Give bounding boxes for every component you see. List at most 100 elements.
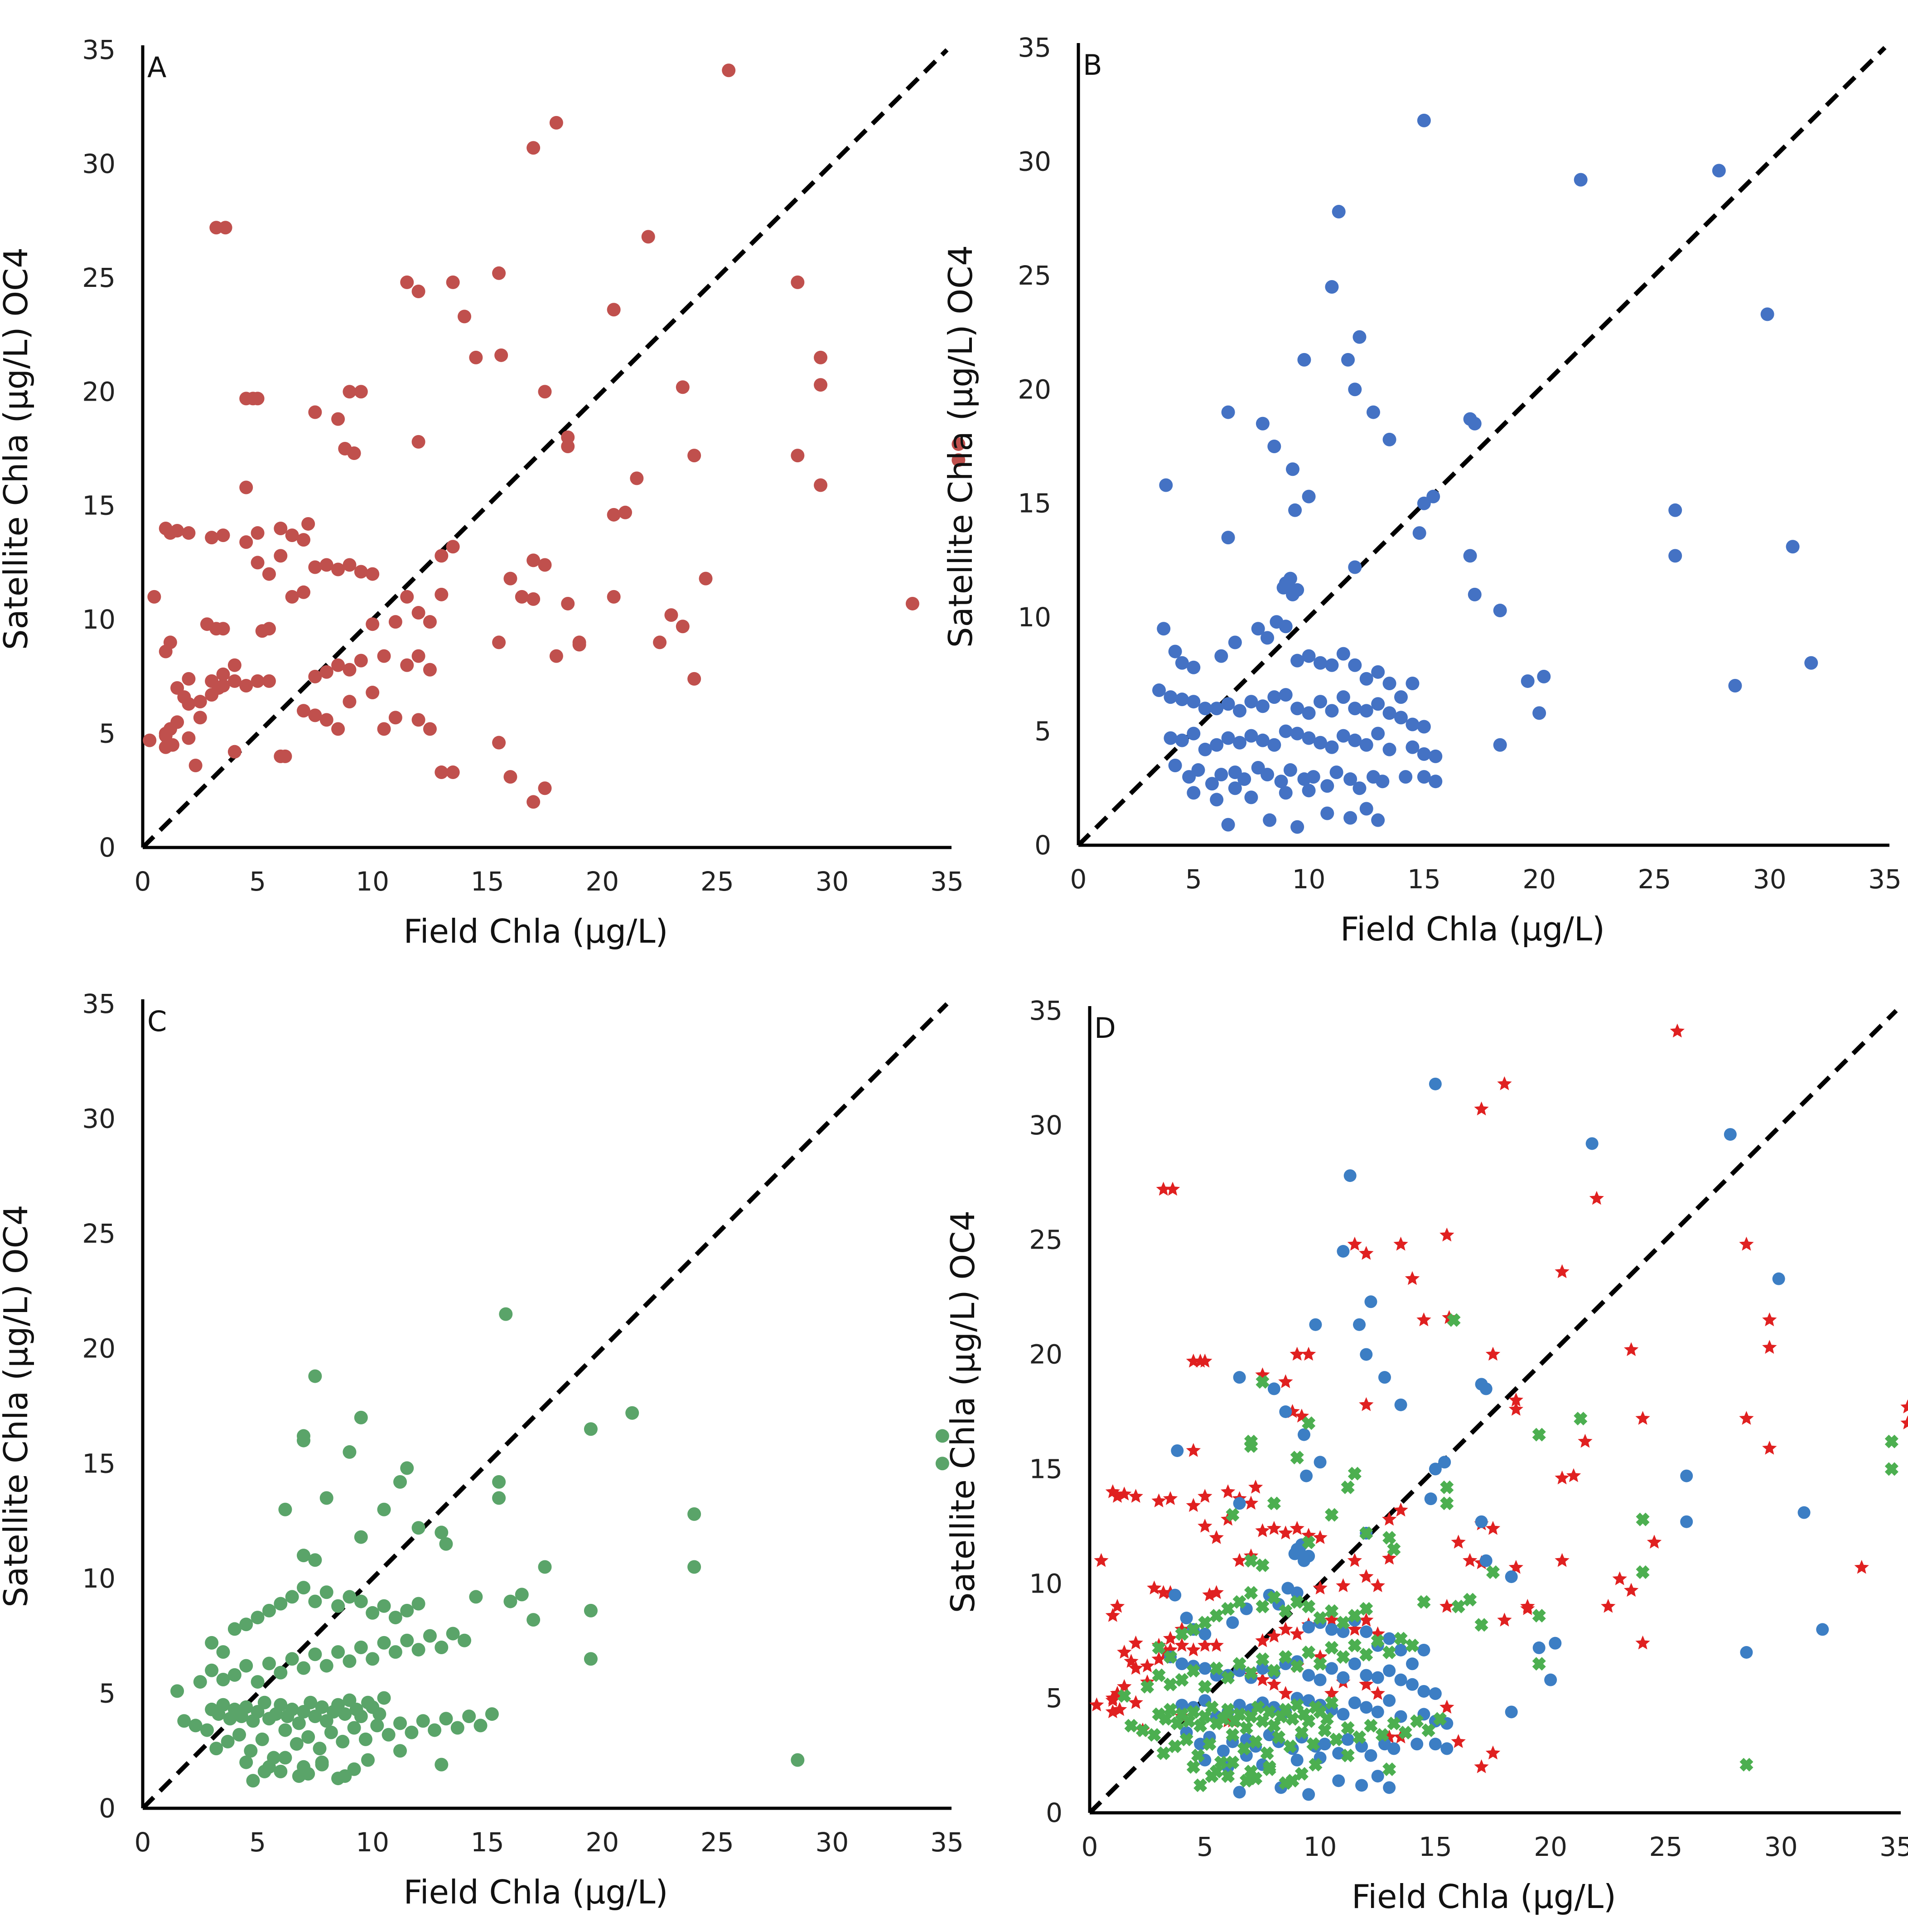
data-point [1117, 1487, 1132, 1501]
data-point [1313, 1530, 1328, 1544]
data-point [1210, 738, 1224, 752]
data-point [1364, 1749, 1377, 1762]
y-tick-label: 0 [99, 1793, 116, 1824]
data-point [1266, 1520, 1281, 1535]
data-point [1359, 704, 1373, 718]
data-point [462, 1709, 476, 1724]
data-point [814, 478, 828, 492]
data-point [182, 526, 196, 540]
data-point [1739, 1411, 1754, 1425]
y-tick-label: 35 [1018, 32, 1051, 63]
data-point [1359, 1397, 1374, 1411]
x-tick-label: 5 [249, 1827, 266, 1858]
x-tick-label: 0 [135, 1827, 151, 1858]
data-point [1532, 1657, 1546, 1671]
data-point [1226, 1755, 1240, 1769]
data-point [1337, 1708, 1350, 1721]
data-point [1393, 1236, 1408, 1251]
data-point [1209, 1530, 1224, 1544]
data-point [347, 1721, 361, 1735]
data-point [1508, 1401, 1523, 1416]
data-point [370, 1719, 384, 1733]
data-point [1221, 1769, 1235, 1783]
data-point [1359, 1676, 1374, 1691]
data-point [205, 1663, 219, 1677]
data-point [1272, 1730, 1286, 1744]
data-point [1325, 658, 1339, 672]
data-point [1285, 462, 1299, 476]
data-point [1198, 1518, 1212, 1533]
data-point [411, 606, 425, 620]
data-point [1239, 1774, 1253, 1788]
data-point [1285, 1774, 1299, 1788]
data-point [1740, 1646, 1753, 1659]
data-point [274, 1764, 288, 1778]
data-point [301, 1730, 315, 1744]
data-point [1256, 699, 1270, 713]
data-point [1306, 1737, 1320, 1751]
data-point [1532, 1641, 1546, 1654]
data-point [331, 658, 345, 672]
data-point [1359, 1602, 1373, 1616]
data-point [297, 1549, 310, 1563]
data-point [308, 1553, 322, 1567]
data-point [1601, 1598, 1616, 1613]
y-tick-label: 20 [82, 376, 116, 407]
data-point [1221, 818, 1235, 832]
data-point [304, 1695, 318, 1709]
data-point [1288, 503, 1302, 517]
data-point [1376, 775, 1390, 789]
data-point [343, 695, 357, 709]
one-to-one-line [141, 1002, 949, 1810]
data-point [227, 745, 242, 759]
data-point [227, 658, 242, 672]
data-point [1290, 726, 1304, 741]
data-point [1240, 1733, 1253, 1746]
x-tick-label: 20 [585, 1827, 619, 1858]
data-point [274, 549, 288, 563]
data-point [1364, 1719, 1378, 1733]
data-point [1186, 1664, 1200, 1678]
y-tick-label: 5 [1034, 716, 1051, 747]
data-point [1325, 1623, 1338, 1636]
data-point [1314, 695, 1327, 709]
data-point [435, 587, 449, 601]
y-tick-label: 25 [82, 1218, 116, 1249]
data-point [1485, 1520, 1501, 1535]
data-point [1485, 1745, 1501, 1760]
data-point [1221, 731, 1235, 745]
y-tick-label: 20 [1029, 1339, 1063, 1370]
data-point [1135, 1723, 1150, 1737]
data-point [1233, 1497, 1246, 1510]
data-point [1198, 702, 1212, 716]
y-tick-label: 20 [1018, 374, 1051, 405]
data-point [1244, 1439, 1258, 1453]
data-point [1375, 1728, 1389, 1742]
data-point [1262, 1760, 1276, 1774]
data-point [538, 781, 552, 795]
data-point [1359, 802, 1373, 816]
data-point [1279, 786, 1293, 800]
data-point [1343, 772, 1357, 786]
data-point [1187, 695, 1201, 709]
data-point [1256, 1652, 1270, 1666]
data-point [1256, 1375, 1270, 1389]
x-tick-label: 25 [700, 866, 734, 897]
data-point [1251, 622, 1265, 636]
data-point [1214, 649, 1228, 663]
data-point [1302, 1714, 1316, 1728]
data-point [1324, 1604, 1339, 1618]
data-point [1164, 731, 1178, 745]
data-point [1635, 1411, 1650, 1425]
data-point [492, 1491, 506, 1505]
data-point [331, 562, 345, 576]
data-point [366, 1652, 380, 1666]
data-point [1233, 704, 1246, 718]
data-point [1228, 781, 1242, 795]
x-axis-label: Field Chla (µg/L) [1340, 910, 1605, 948]
data-point [1232, 1595, 1246, 1609]
data-point [377, 1691, 391, 1705]
data-point [274, 1666, 288, 1680]
data-point [630, 471, 644, 485]
